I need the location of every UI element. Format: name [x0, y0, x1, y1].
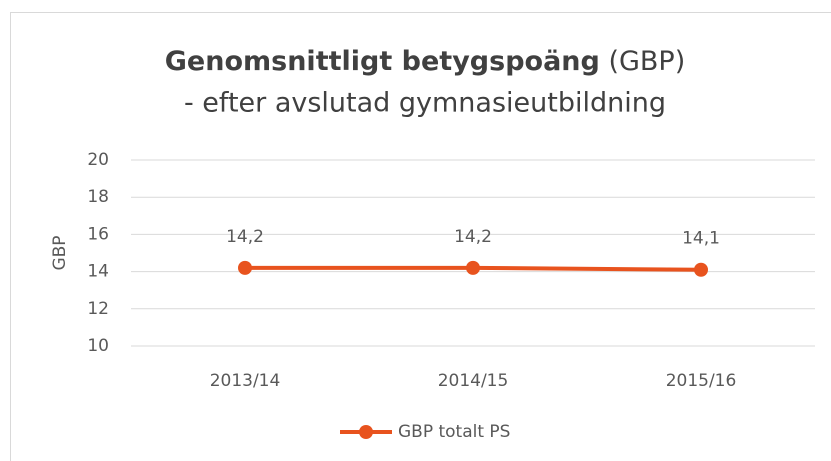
x-tick-label: 2013/14	[210, 371, 281, 391]
title-suffix: (GBP)	[608, 46, 685, 77]
title-main: Genomsnittligt betygspoäng	[165, 46, 600, 77]
data-point	[238, 260, 252, 275]
chart-frame	[10, 12, 831, 461]
legend-label: GBP totalt PS	[398, 422, 510, 442]
y-tick-label: 10	[87, 336, 109, 356]
chart-title: Genomsnittligt betygspoäng (GBP)	[165, 46, 685, 77]
y-tick-label: 12	[87, 299, 109, 319]
chart-subtitle: - efter avslutad gymnasieutbildning	[184, 88, 666, 119]
data-point	[466, 260, 480, 275]
y-tick-label: 18	[87, 187, 109, 207]
x-tick-label: 2014/15	[438, 371, 509, 391]
data-point	[694, 262, 708, 277]
data-label: 14,1	[682, 229, 720, 249]
x-tick-label: 2015/16	[666, 371, 737, 391]
y-axis-label: GBP	[50, 235, 70, 270]
y-tick-label: 16	[87, 224, 109, 244]
data-label: 14,2	[454, 227, 492, 247]
y-tick-label: 20	[87, 150, 109, 170]
data-label: 14,2	[226, 227, 264, 247]
y-tick-label: 14	[87, 262, 109, 282]
legend-marker	[359, 425, 373, 439]
